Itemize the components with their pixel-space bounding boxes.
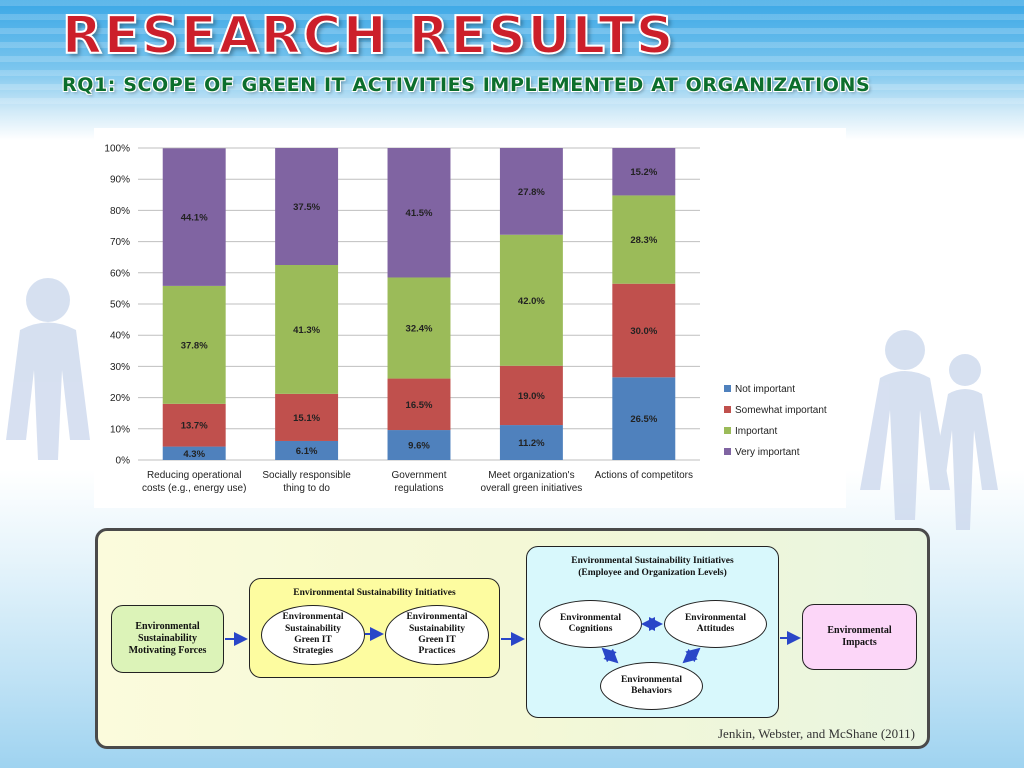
y-tick-label: 40% (110, 331, 130, 342)
y-tick-label: 60% (110, 268, 130, 279)
diagram-arrows (225, 617, 801, 664)
bar-segment (387, 378, 451, 431)
bar-segment (612, 195, 676, 284)
data-label: 6.1% (296, 446, 318, 457)
bar-segment (612, 148, 676, 196)
bar-segment (612, 377, 676, 460)
data-label: 19.0% (518, 391, 545, 402)
page-subtitle: RQ1: SCOPE OF GREEN IT ACTIVITIES IMPLEM… (62, 74, 871, 96)
green-it-strategies-ellipse: Environmental Sustainability Green IT St… (261, 605, 365, 665)
legend-label: Important (735, 426, 777, 437)
x-category-label: Meet organization's (488, 470, 574, 481)
data-label: 16.5% (406, 400, 433, 411)
data-label: 32.4% (406, 324, 433, 335)
bar-segment (387, 148, 451, 278)
y-tick-label: 70% (110, 237, 130, 248)
data-label: 4.3% (183, 449, 205, 460)
framework-diagram: Environmental Sustainability Motivating … (95, 528, 930, 749)
legend-swatch (724, 427, 731, 434)
initiatives-group: Environmental Sustainability Initiatives… (249, 578, 500, 678)
citation: Jenkin, Webster, and McShane (2011) (718, 726, 915, 741)
data-label: 42.0% (518, 296, 545, 307)
x-category-label: Government (391, 470, 446, 481)
chart-panel: 0% 10% 20% 30% 40% 50% 60% 70% 80% 90% 100% 4.3% 13.… (94, 128, 846, 508)
bar-segment (612, 283, 676, 378)
bar-segment (275, 440, 339, 460)
x-category-label: costs (e.g., energy use) (142, 483, 247, 494)
x-category-label: Reducing operational (147, 470, 242, 481)
background-people-silhouettes (6, 278, 998, 530)
legend-swatch (724, 448, 731, 455)
y-tick-label: 90% (110, 175, 130, 186)
bar-segment (275, 148, 339, 265)
header-stripes (0, 0, 1024, 110)
data-label: 15.2% (630, 167, 657, 178)
employee-org-levels-title: Environmental Sustainability Initiatives… (571, 556, 734, 578)
legend-label: Somewhat important (735, 405, 827, 416)
environmental-cognitions-ellipse: Environmental Cognitions (539, 600, 642, 648)
bar-segment (162, 285, 226, 404)
employee-org-levels-group: Environmental Sustainability Initiatives… (526, 546, 779, 718)
environmental-attitudes-ellipse: Environmental Attitudes (664, 600, 767, 648)
environmental-behaviors-ellipse: Environmental Behaviors (600, 662, 703, 710)
x-category-label: overall green initiatives (481, 483, 583, 494)
y-tick-label: 20% (110, 393, 130, 404)
bar-segment (162, 148, 226, 286)
legend-label: Not important (735, 384, 795, 395)
data-label: 44.1% (181, 213, 208, 224)
x-category-label: thing to do (283, 483, 330, 494)
y-tick-label: 50% (110, 300, 130, 311)
bar-segment (499, 425, 563, 460)
arrow-cognitions-behaviors (601, 647, 619, 664)
motivating-forces-box: Environmental Sustainability Motivating … (111, 605, 224, 673)
data-label: 41.3% (293, 325, 320, 336)
bar-segment (387, 430, 451, 460)
data-label: 37.8% (181, 340, 208, 351)
data-label: 26.5% (630, 414, 657, 425)
initiatives-group-title: Environmental Sustainability Initiatives (293, 588, 456, 598)
x-category-label: Actions of competitors (595, 470, 693, 481)
bar-segment (162, 403, 226, 447)
legend-swatch (724, 406, 731, 413)
stacked-bar-chart: 0% 10% 20% 30% 40% 50% 60% 70% 80% 90% 100% 4.3% 13.… (104, 144, 827, 495)
y-tick-label: 30% (110, 362, 130, 373)
data-label: 41.5% (406, 208, 433, 219)
bar-segment (499, 234, 563, 366)
bar-segment (275, 265, 339, 394)
environmental-impacts-box: Environmental Impacts (802, 604, 917, 670)
y-tick-label: 10% (110, 424, 130, 435)
legend-swatch (724, 385, 731, 392)
data-label: 28.3% (630, 235, 657, 246)
data-label: 30.0% (630, 326, 657, 337)
data-label: 37.5% (293, 202, 320, 213)
bar-segment (499, 365, 563, 426)
data-label: 11.2% (518, 438, 545, 449)
bar-segment (275, 393, 339, 441)
y-tick-label: 100% (104, 144, 130, 155)
bar-segment (499, 148, 563, 235)
data-label: 9.6% (408, 441, 430, 452)
bar-segment (162, 446, 226, 460)
data-label: 15.1% (293, 413, 320, 424)
green-it-practices-ellipse: Environmental Sustainability Green IT Pr… (385, 605, 489, 665)
data-label: 27.8% (518, 187, 545, 198)
data-label: 13.7% (181, 421, 208, 432)
arrow-attitudes-behaviors (682, 647, 701, 664)
bar-segment (387, 277, 451, 379)
x-category-label: regulations (395, 483, 444, 494)
legend-label: Very important (735, 447, 800, 458)
y-tick-label: 80% (110, 206, 130, 217)
x-category-label: Socially responsible (262, 470, 351, 481)
page-title: RESEARCH RESULTS (61, 5, 676, 67)
y-tick-label: 0% (116, 456, 131, 467)
